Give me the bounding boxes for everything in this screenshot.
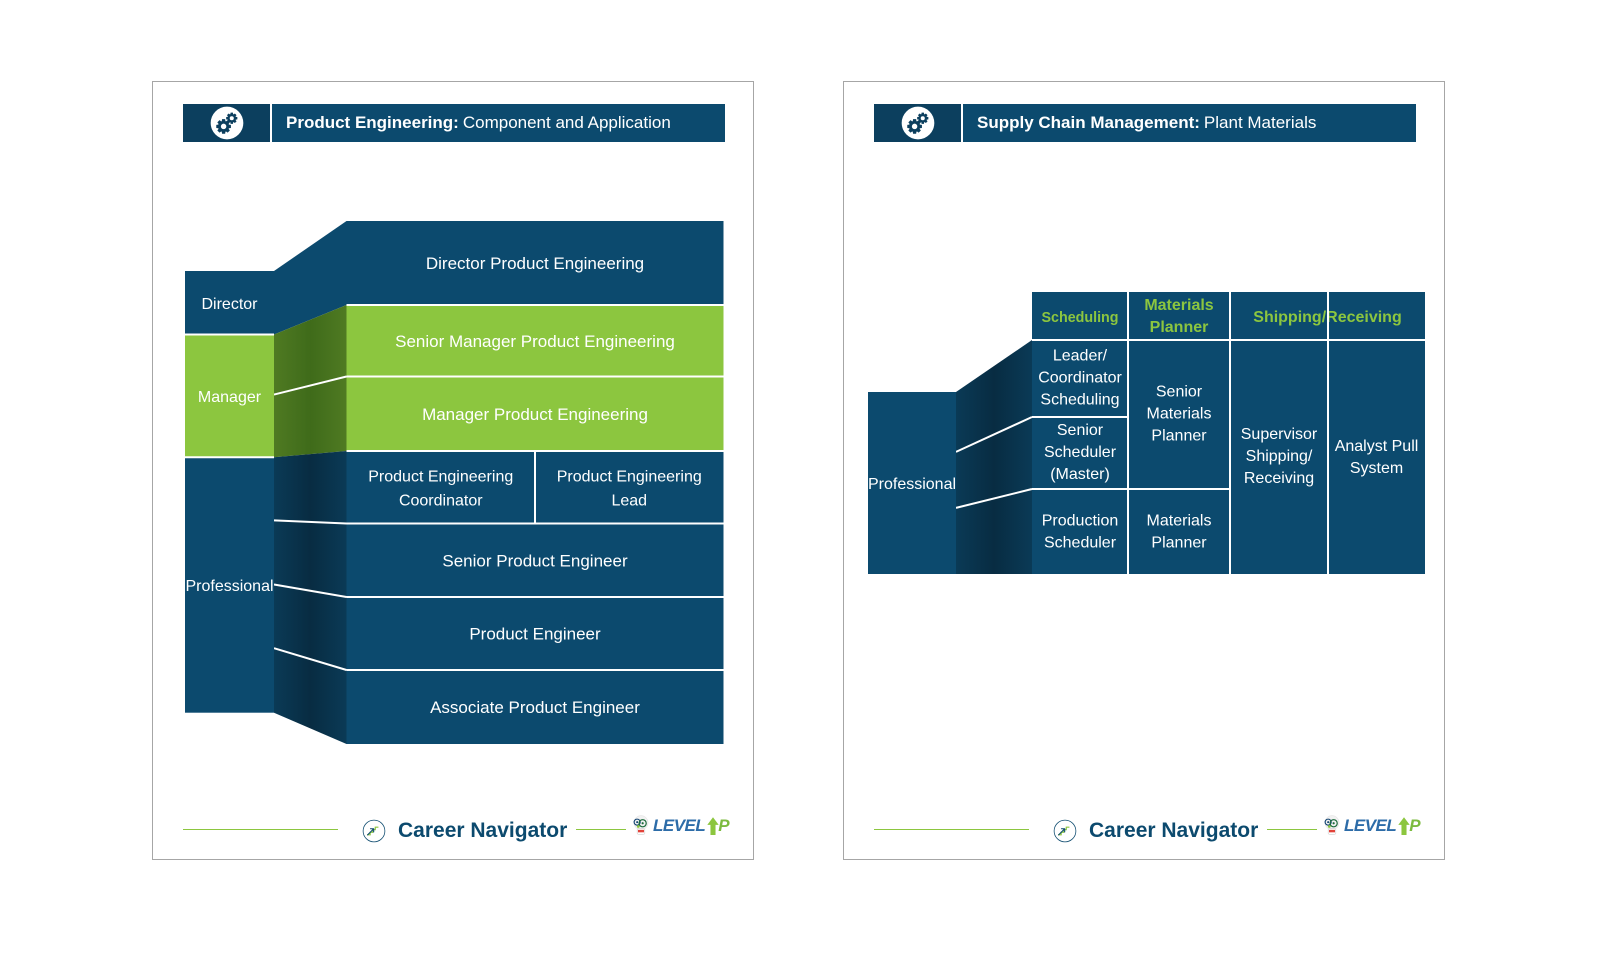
svg-text:Analyst Pull: Analyst Pull: [1335, 438, 1419, 455]
svg-text:Planner: Planner: [1151, 535, 1207, 552]
svg-text:Senior: Senior: [1156, 384, 1203, 401]
svg-text:Manager: Manager: [198, 389, 262, 406]
svg-text:Planner: Planner: [1150, 319, 1209, 336]
svg-text:Planner: Planner: [1151, 428, 1207, 445]
svg-text:Scheduler: Scheduler: [1044, 444, 1117, 461]
svg-text:Coordinator: Coordinator: [399, 492, 483, 509]
svg-text:Product Engineer: Product Engineer: [469, 625, 601, 644]
svg-text:Professional: Professional: [868, 476, 956, 493]
svg-text:Associate Product Engineer: Associate Product Engineer: [430, 698, 640, 717]
svg-text:Director: Director: [201, 296, 258, 313]
svg-text:Lead: Lead: [611, 492, 647, 509]
svg-text:Scheduling: Scheduling: [1041, 310, 1118, 326]
svg-text:Senior Manager Product Enginee: Senior Manager Product Engineering: [395, 332, 675, 351]
svg-text:Product Engineering: Product Engineering: [368, 468, 513, 485]
svg-text:System: System: [1350, 460, 1403, 477]
svg-text:Shipping/: Shipping/: [1246, 448, 1313, 465]
svg-text:Senior Product Engineer: Senior Product Engineer: [442, 551, 628, 570]
svg-text:Product Engineering: Product Engineering: [557, 468, 702, 485]
svg-text:Materials: Materials: [1147, 513, 1212, 530]
svg-text:Coordinator: Coordinator: [1038, 370, 1122, 387]
svg-text:Leader/: Leader/: [1053, 348, 1108, 365]
svg-text:Materials: Materials: [1147, 406, 1212, 423]
svg-text:Director Product Engineering: Director Product Engineering: [426, 254, 644, 273]
svg-text:Receiving: Receiving: [1244, 470, 1314, 487]
svg-text:Scheduling: Scheduling: [1040, 392, 1119, 409]
svg-text:Supervisor: Supervisor: [1241, 426, 1318, 443]
svg-text:(Master): (Master): [1050, 466, 1110, 483]
svg-text:Senior: Senior: [1057, 422, 1104, 439]
svg-text:Scheduler: Scheduler: [1044, 535, 1117, 552]
svg-text:Production: Production: [1042, 513, 1119, 530]
svg-text:Manager Product Engineering: Manager Product Engineering: [422, 405, 648, 424]
svg-text:Materials: Materials: [1144, 297, 1213, 314]
svg-text:Professional: Professional: [185, 578, 273, 595]
